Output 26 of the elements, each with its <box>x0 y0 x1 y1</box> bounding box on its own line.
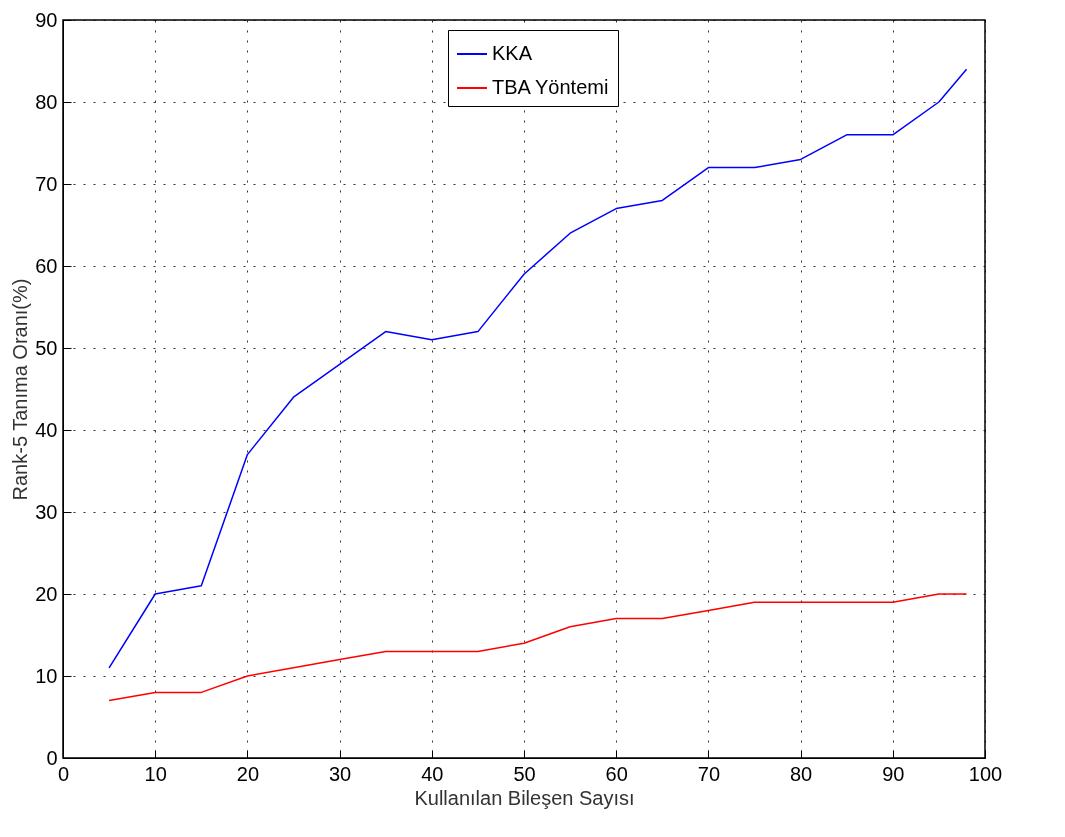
y-axis-title: Rank-5 Tanıma Oranı(%) <box>9 278 32 501</box>
x-tick-label: 90 <box>882 762 905 785</box>
y-tick-label: 80 <box>35 90 58 113</box>
legend-label: KKA <box>492 42 533 64</box>
y-tick-label: 60 <box>35 254 58 277</box>
x-axis-title: Kullanılan Bileşen Sayısı <box>414 786 635 809</box>
y-tick-label: 30 <box>35 500 58 523</box>
x-tick-label: 70 <box>697 762 721 785</box>
x-tick-label: 10 <box>144 762 167 785</box>
y-tick-label: 50 <box>35 336 58 359</box>
y-tick-label: 70 <box>35 172 58 195</box>
line-series <box>108 68 968 669</box>
x-tick-label: 30 <box>328 762 352 785</box>
legend-label: TBA Yöntemi <box>492 76 609 98</box>
x-tick-label: 100 <box>968 762 1003 785</box>
y-tick-label: 0 <box>46 746 58 769</box>
y-tick-label: 20 <box>35 582 58 605</box>
x-tick-label: 80 <box>789 762 813 785</box>
x-tick-label: 20 <box>236 762 260 785</box>
y-tick-label: 40 <box>35 418 58 441</box>
x-tick-label: 50 <box>513 762 536 785</box>
x-tick-label: 40 <box>421 762 444 785</box>
y-tick-label: 10 <box>35 664 58 687</box>
line-series <box>108 593 968 702</box>
y-tick-label: 90 <box>35 8 58 31</box>
x-tick-label: 60 <box>605 762 628 785</box>
